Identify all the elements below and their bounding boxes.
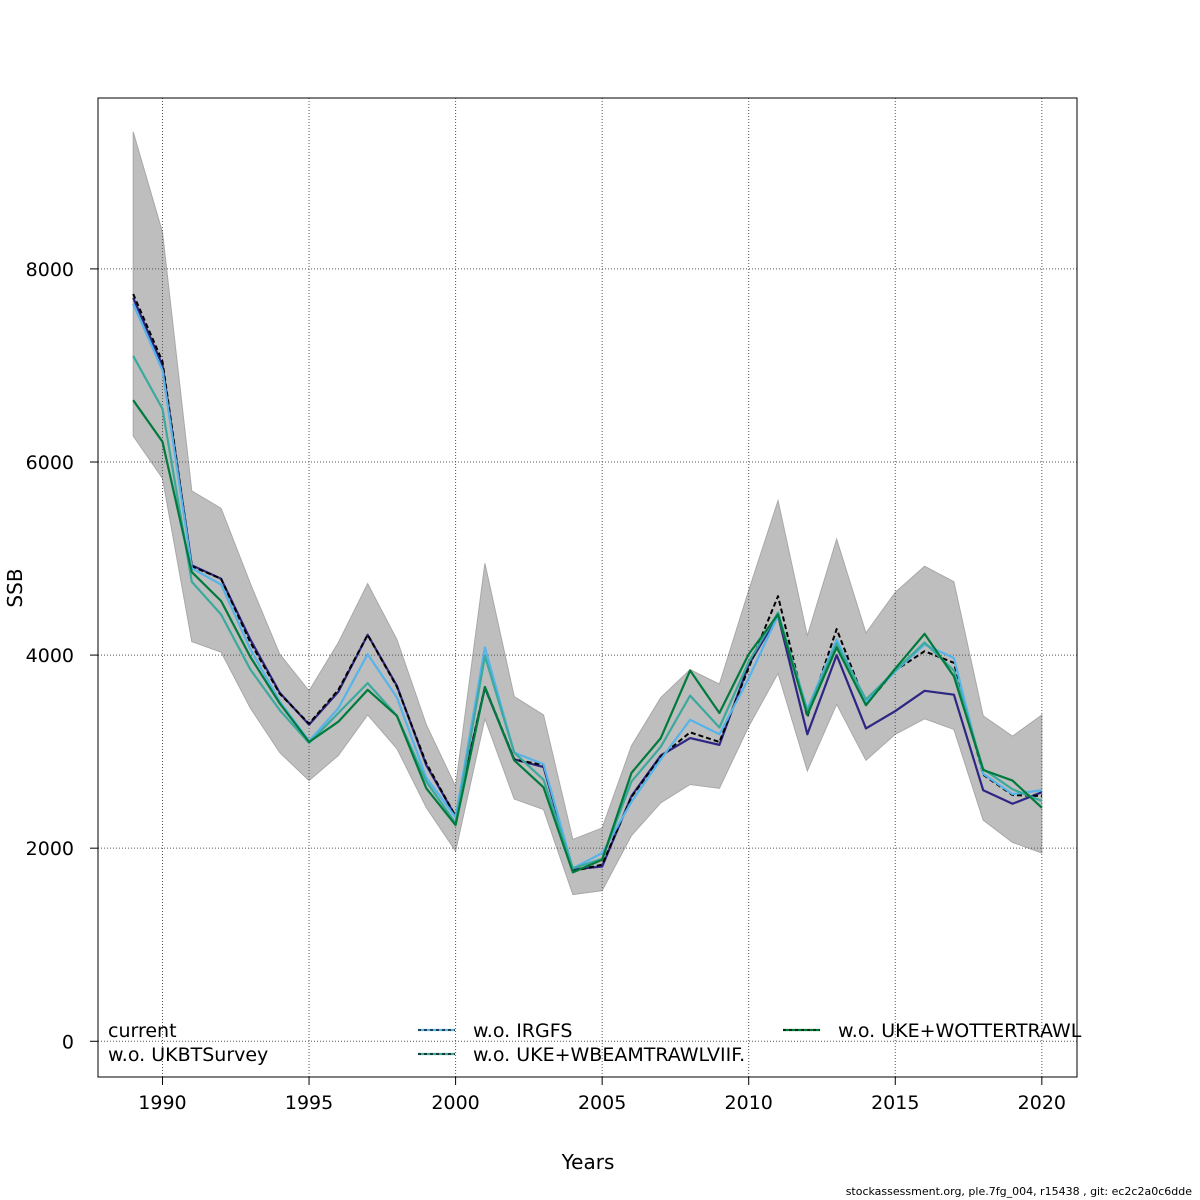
- legend-label: w.o. UKE+WOTTERTRAWL: [838, 1020, 1082, 1042]
- x-tick-label: 2010: [725, 1092, 773, 1114]
- legend-label: w.o. UKBTSurvey: [108, 1044, 268, 1066]
- x-tick-label: 2000: [431, 1092, 479, 1114]
- y-tick-label: 8000: [26, 259, 74, 281]
- series-line-2: [132, 399, 1043, 874]
- x-tick-label: 2020: [1018, 1092, 1066, 1114]
- y-tick-label: 0: [62, 1031, 74, 1053]
- x-tick-label: 1995: [285, 1092, 333, 1114]
- y-tick-label: 6000: [26, 452, 74, 474]
- legend-label: w.o. IRGFS: [473, 1020, 572, 1042]
- series-line-3: [132, 297, 1043, 871]
- x-tick-label: 1990: [138, 1092, 186, 1114]
- y-tick-label: 2000: [26, 838, 74, 860]
- footer-source: stockassessment.org, ple.7fg_004, r15438…: [845, 1185, 1192, 1198]
- legend-label: w.o. UKE+WBEAMTRAWLVIIF.: [473, 1044, 745, 1066]
- y-axis-title: SSB: [3, 568, 27, 607]
- y-tick-label: 4000: [26, 645, 74, 667]
- x-axis-title: Years: [561, 1150, 615, 1174]
- legend-label: current: [108, 1020, 177, 1042]
- x-tick-label: 2015: [871, 1092, 919, 1114]
- plot-frame: [97, 97, 1078, 1078]
- confidence-band: [132, 131, 1043, 896]
- x-tick-label: 2005: [578, 1092, 626, 1114]
